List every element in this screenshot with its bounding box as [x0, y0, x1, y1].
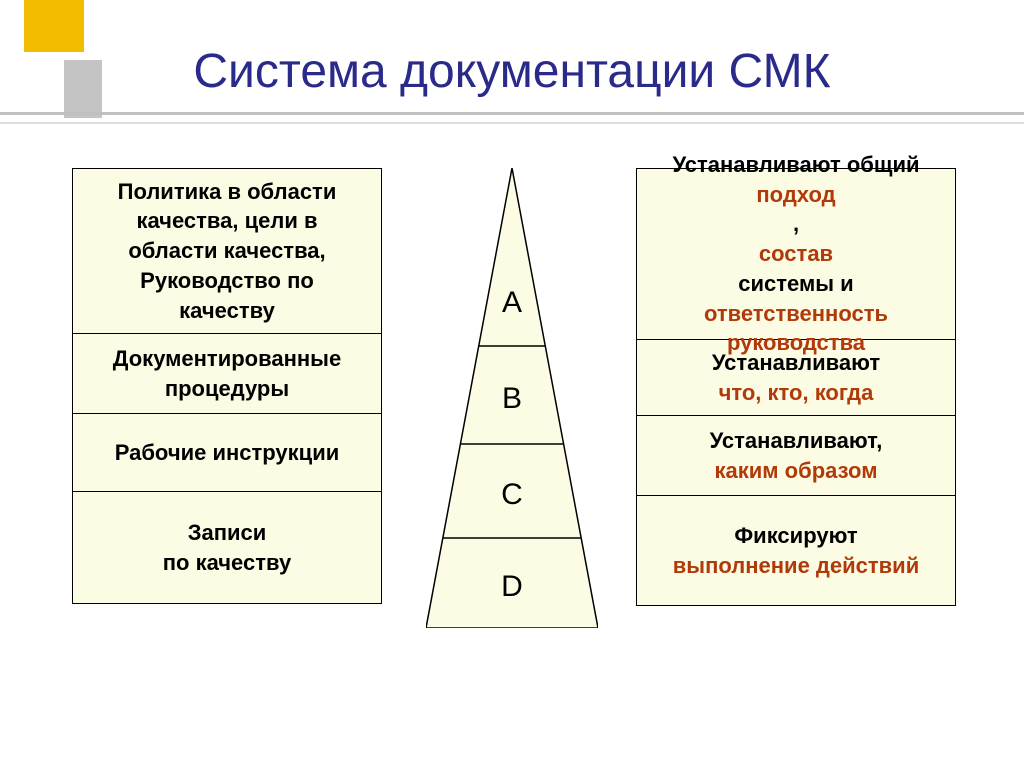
left-cell-2: Рабочие инструкции — [72, 414, 382, 492]
pyramid-label-a: A — [426, 286, 598, 320]
pyramid-label-d: D — [426, 570, 598, 604]
slide-title: Система документации СМК — [0, 44, 1024, 99]
left-column: Политика в областикачества, цели вобласт… — [72, 168, 382, 604]
right-cell-3: Фиксируютвыполнение действий — [636, 496, 956, 606]
left-cell-1: Документированныепроцедуры — [72, 334, 382, 414]
right-column: Устанавливают общий подход, состав систе… — [636, 168, 956, 606]
right-cell-2: Устанавливают,каким образом — [636, 416, 956, 496]
title-rule — [0, 112, 1024, 115]
pyramid-label-b: B — [426, 382, 598, 416]
title-rule-shadow — [0, 122, 1024, 124]
left-cell-0: Политика в областикачества, цели вобласт… — [72, 168, 382, 334]
left-cell-3: Записипо качеству — [72, 492, 382, 604]
right-cell-0: Устанавливают общий подход, состав систе… — [636, 168, 956, 340]
pyramid: A B C D — [426, 168, 598, 628]
pyramid-label-c: C — [426, 478, 598, 512]
